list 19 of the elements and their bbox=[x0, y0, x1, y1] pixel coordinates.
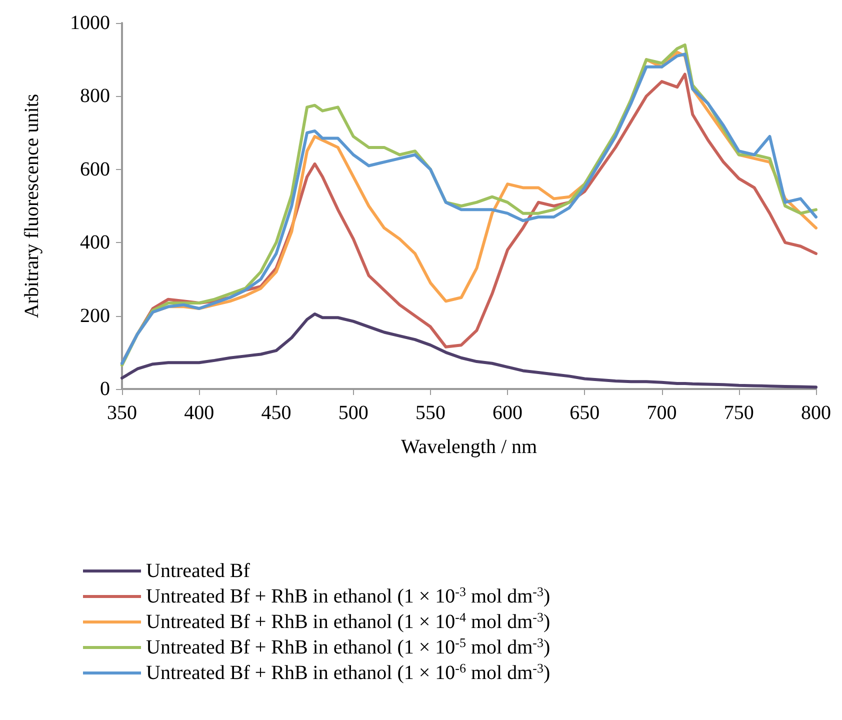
x-axis-title: Wavelength / nm bbox=[400, 436, 538, 458]
x-tick-label: 650 bbox=[570, 402, 600, 424]
legend-label: Untreated Bf bbox=[146, 560, 250, 582]
y-axis-title: Arbitrary fluorescence units bbox=[21, 94, 43, 318]
x-tick-label: 450 bbox=[261, 402, 292, 424]
y-tick-label: 0 bbox=[100, 378, 110, 400]
y-tick-label: 600 bbox=[80, 158, 110, 180]
x-tick-label: 400 bbox=[184, 402, 214, 424]
x-tick-label: 600 bbox=[492, 402, 523, 424]
y-tick-label: 200 bbox=[80, 304, 110, 327]
y-tick-label: 400 bbox=[80, 232, 110, 254]
x-tick-label: 700 bbox=[646, 402, 677, 424]
x-tick-label: 550 bbox=[415, 402, 446, 424]
x-tick-label: 750 bbox=[724, 402, 754, 424]
y-tick-label: 800 bbox=[80, 85, 110, 108]
x-tick-label: 800 bbox=[801, 402, 831, 424]
x-tick-label: 350 bbox=[107, 402, 137, 424]
y-tick-label: 1000 bbox=[70, 12, 110, 34]
x-tick-label: 500 bbox=[338, 402, 368, 424]
